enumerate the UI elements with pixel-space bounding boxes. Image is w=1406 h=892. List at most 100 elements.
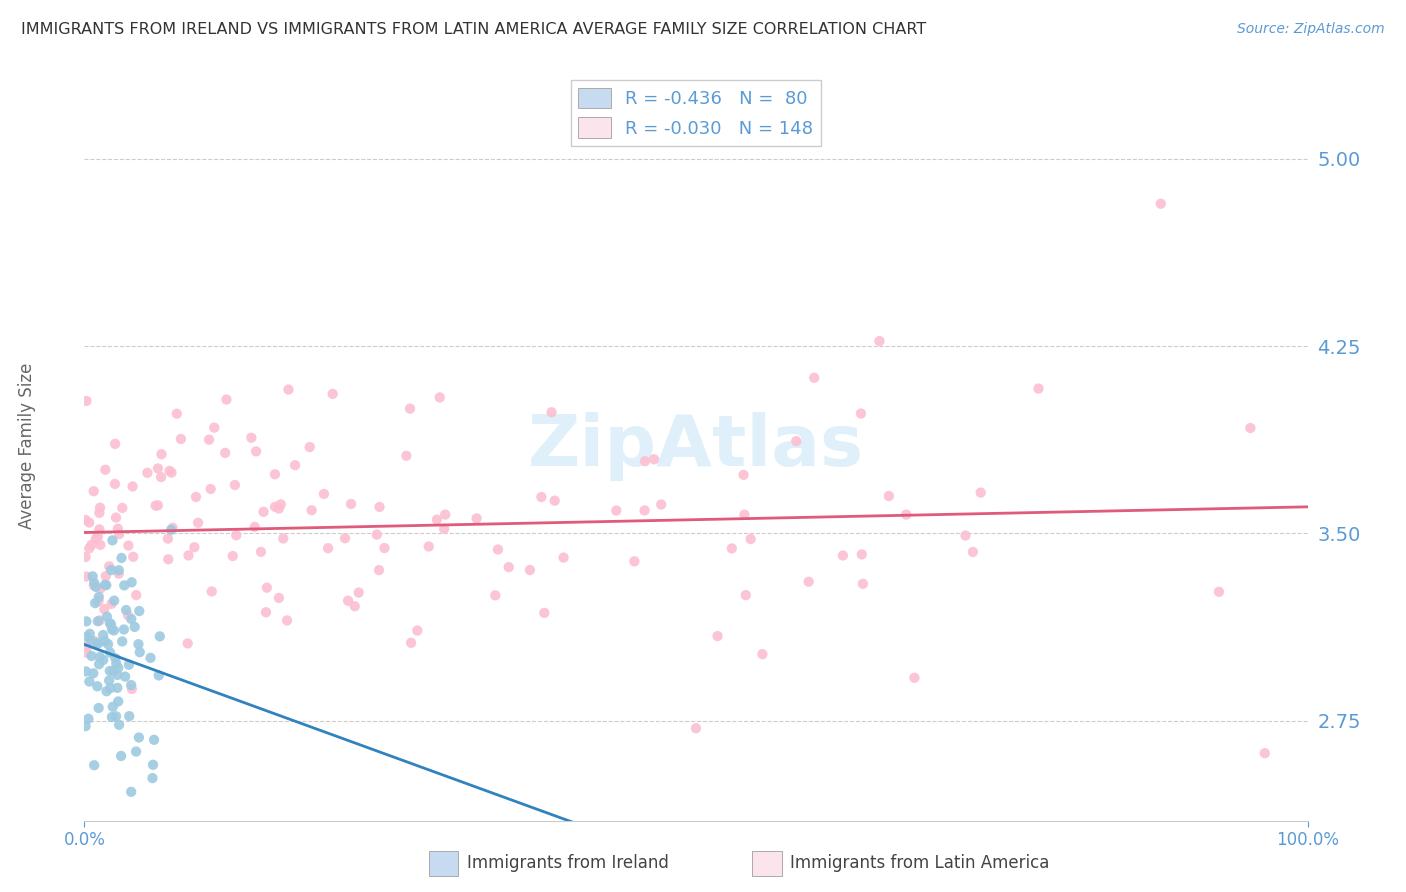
Point — [83, 634, 105, 648]
Point — [77, 516, 100, 530]
Point — [1150, 196, 1173, 211]
Point — [87, 614, 110, 628]
Point — [91, 653, 114, 667]
Point — [128, 731, 150, 745]
Point — [98, 559, 121, 574]
Point — [202, 420, 225, 434]
Point — [76, 646, 98, 660]
Point — [75, 549, 97, 564]
Point — [373, 541, 395, 555]
Point — [94, 634, 117, 648]
Point — [107, 694, 129, 708]
Point — [187, 516, 209, 530]
Point — [83, 758, 105, 772]
Point — [851, 548, 873, 562]
Point — [553, 550, 575, 565]
Point — [87, 701, 110, 715]
Point — [434, 508, 457, 522]
Point — [98, 673, 121, 688]
Point — [159, 464, 181, 478]
Point — [117, 539, 139, 553]
Point — [105, 709, 128, 723]
Point — [101, 533, 124, 548]
Point — [105, 668, 128, 682]
Point — [108, 527, 131, 541]
Point — [150, 470, 173, 484]
Point — [136, 466, 159, 480]
Point — [733, 508, 755, 522]
Point — [108, 718, 131, 732]
Point — [803, 371, 825, 385]
Point — [903, 671, 925, 685]
Point — [87, 657, 110, 672]
Point — [139, 651, 162, 665]
Point — [498, 560, 520, 574]
Point — [121, 479, 143, 493]
Point — [101, 699, 124, 714]
Point — [368, 563, 391, 577]
Point — [141, 771, 163, 785]
Bar — [429, 851, 458, 876]
Point — [166, 407, 188, 421]
Point — [267, 591, 290, 605]
Point — [122, 549, 145, 564]
Point — [368, 500, 391, 514]
Point — [86, 679, 108, 693]
Point — [540, 405, 562, 419]
Point — [75, 719, 97, 733]
Point — [127, 637, 149, 651]
Point — [312, 487, 335, 501]
Point — [120, 785, 142, 799]
Point — [215, 392, 238, 407]
Point — [118, 657, 141, 672]
Point — [79, 627, 101, 641]
Point — [484, 588, 506, 602]
Point — [429, 391, 451, 405]
Point — [433, 522, 456, 536]
Point — [118, 709, 141, 723]
Point — [243, 520, 266, 534]
Point — [721, 541, 744, 556]
Point — [97, 637, 120, 651]
Point — [110, 551, 132, 566]
Point — [177, 549, 200, 563]
Point — [83, 578, 105, 592]
Point — [267, 501, 290, 516]
Point — [94, 569, 117, 583]
Point — [264, 467, 287, 482]
Point — [347, 585, 370, 599]
Point — [200, 482, 222, 496]
Point — [751, 647, 773, 661]
Point — [276, 614, 298, 628]
Point — [86, 636, 108, 650]
Point — [301, 503, 323, 517]
Point — [955, 528, 977, 542]
Point — [120, 678, 142, 692]
Point — [111, 634, 134, 648]
Point — [96, 609, 118, 624]
Point — [94, 463, 117, 477]
Point — [83, 484, 105, 499]
Point — [75, 665, 97, 679]
Point — [733, 467, 755, 482]
Bar — [752, 851, 782, 876]
Point — [77, 541, 100, 556]
Point — [176, 636, 198, 650]
Point — [399, 636, 422, 650]
Point — [76, 639, 98, 653]
Point — [544, 493, 567, 508]
Point — [222, 549, 245, 563]
Point — [124, 620, 146, 634]
Point — [75, 615, 97, 629]
Point — [250, 545, 273, 559]
Point — [82, 569, 104, 583]
Point — [75, 513, 97, 527]
Point — [104, 510, 127, 524]
Point — [170, 432, 193, 446]
Point — [89, 650, 111, 665]
Point — [831, 549, 853, 563]
Point — [98, 681, 121, 695]
Point — [650, 498, 672, 512]
Point — [148, 668, 170, 682]
Point — [112, 578, 135, 592]
